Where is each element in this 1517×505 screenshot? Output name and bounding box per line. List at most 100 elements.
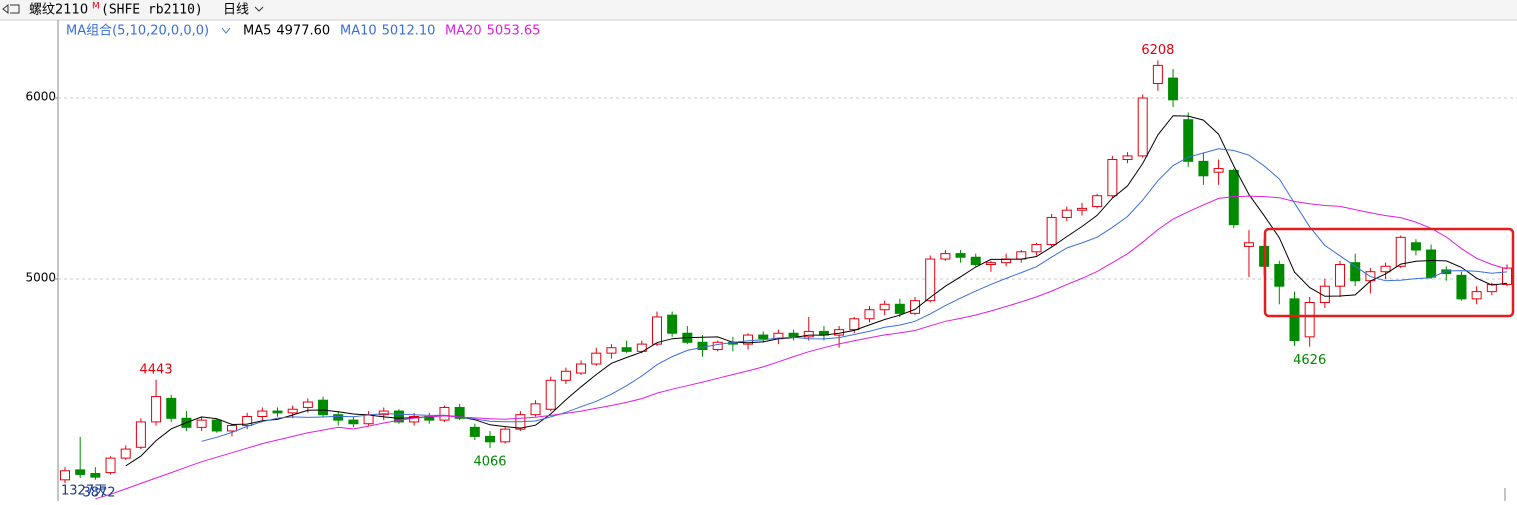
candle-body xyxy=(90,472,101,478)
candle-body xyxy=(697,341,708,351)
candle-body xyxy=(955,253,966,258)
candle-body xyxy=(1228,169,1239,226)
candle-body xyxy=(591,352,602,365)
candle-body xyxy=(1335,263,1346,287)
candle-body xyxy=(1456,274,1467,300)
candle-body xyxy=(75,469,86,475)
candle-body xyxy=(1274,263,1285,287)
candle-body xyxy=(894,303,905,314)
candle-body xyxy=(1304,301,1315,338)
candle-body xyxy=(226,425,237,432)
candle-body xyxy=(1380,265,1391,273)
candle-body xyxy=(970,256,981,265)
candle-body xyxy=(758,334,769,340)
candle-body xyxy=(454,406,465,419)
candle-body xyxy=(940,253,951,260)
candle-body xyxy=(105,457,116,474)
ma-group[interactable]: MA组合(5,10,20,0,0,0) xyxy=(66,24,209,39)
legend-name: MA10 xyxy=(340,24,377,39)
candle-body xyxy=(257,410,268,417)
ma-group-chevron[interactable] xyxy=(221,27,231,34)
candle-body xyxy=(530,403,541,416)
legend-name: MA5 xyxy=(243,24,271,39)
extreme-label: 4626 xyxy=(1293,353,1326,368)
candle-body xyxy=(1426,249,1437,278)
candle-body xyxy=(287,408,298,414)
candle-body xyxy=(196,419,207,428)
extreme-label: 6208 xyxy=(1141,43,1174,58)
extreme-label: 4066 xyxy=(473,454,506,469)
candle-body xyxy=(576,363,587,374)
candle-body xyxy=(545,379,556,410)
candle-body xyxy=(485,435,496,443)
candle-body xyxy=(302,401,313,408)
candle-body xyxy=(910,300,921,314)
candle-body xyxy=(1046,216,1057,246)
candle-body xyxy=(636,343,647,352)
symbol-flag: M xyxy=(92,2,100,12)
icon-shape xyxy=(2,3,20,15)
period-chevron[interactable] xyxy=(254,6,264,12)
back-icon[interactable] xyxy=(2,3,20,15)
legend-name: MA20 xyxy=(445,24,482,39)
candle-body xyxy=(1213,168,1224,173)
ma-line xyxy=(125,115,1508,467)
highlight-box xyxy=(1263,227,1515,318)
candle-body xyxy=(1137,97,1148,157)
candle-body xyxy=(363,414,374,425)
candle-body xyxy=(393,410,404,423)
candle-body xyxy=(1092,195,1103,208)
candle-body xyxy=(621,347,632,352)
candle-body xyxy=(469,426,480,437)
extreme-label: 3872 xyxy=(82,486,115,501)
candle-body xyxy=(667,314,678,334)
candle-body xyxy=(1031,244,1042,253)
legend-value: 5012.10 xyxy=(382,24,436,39)
y-tick-label: 6000 xyxy=(25,89,56,103)
legend-value: 5053.65 xyxy=(487,24,541,39)
toolbar xyxy=(0,0,1517,20)
candle-body xyxy=(1183,119,1194,162)
candle-body xyxy=(166,397,177,419)
candle-body xyxy=(1502,267,1512,285)
candle-body xyxy=(985,262,996,265)
candle-body xyxy=(1319,285,1330,303)
candle-body xyxy=(378,410,389,416)
candle-body xyxy=(651,316,662,345)
candle-body xyxy=(242,415,253,427)
candle-body xyxy=(1076,207,1087,211)
candle-body xyxy=(1486,283,1497,293)
ma-line xyxy=(95,195,1508,500)
candle-body xyxy=(1350,262,1361,282)
candle-body xyxy=(151,396,162,423)
candle-body xyxy=(788,332,799,338)
extreme-label: 4443 xyxy=(140,362,173,377)
candle-body xyxy=(864,309,875,320)
candle-body xyxy=(1198,160,1209,177)
candle-body xyxy=(1410,242,1421,251)
ma-line xyxy=(201,148,1508,442)
candle-body xyxy=(606,347,617,354)
legend-value: 4977.60 xyxy=(276,24,330,39)
candle-body xyxy=(439,406,450,421)
candle-body xyxy=(1289,298,1300,341)
candle-body xyxy=(211,419,222,432)
candle-body xyxy=(925,258,936,302)
symbol[interactable]: 螺纹2110 xyxy=(29,3,88,18)
candle-body xyxy=(135,421,146,448)
candle-body xyxy=(1471,291,1482,300)
period[interactable]: 日线 xyxy=(223,3,249,18)
candle-body xyxy=(879,303,890,311)
candle-body xyxy=(1122,155,1133,161)
candle-body xyxy=(500,428,511,443)
candle-body xyxy=(1107,159,1118,197)
candle-body xyxy=(318,399,329,416)
candle-body xyxy=(849,318,860,331)
candle-body xyxy=(560,370,571,381)
candle-body xyxy=(1243,242,1254,247)
candle-body xyxy=(803,330,814,338)
candle-body xyxy=(120,448,131,459)
candle-body xyxy=(348,419,359,425)
